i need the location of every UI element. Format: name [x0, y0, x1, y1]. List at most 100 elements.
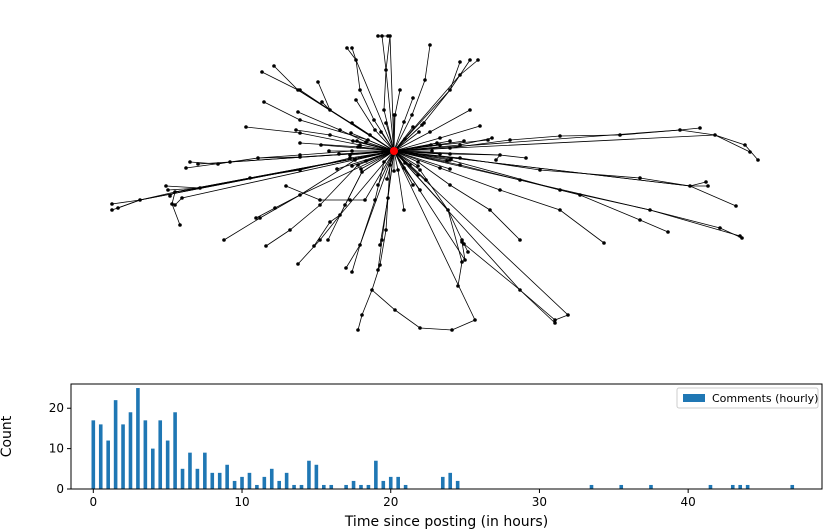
- bar: [98, 424, 103, 489]
- network-node: [428, 130, 432, 134]
- bar: [292, 484, 296, 489]
- bars: [91, 388, 795, 489]
- bar: [359, 484, 363, 489]
- bar: [195, 468, 200, 489]
- network-node: [460, 260, 464, 264]
- network-node: [438, 136, 442, 140]
- network-node: [558, 134, 562, 138]
- bar: [240, 476, 244, 489]
- network-node: [298, 168, 302, 172]
- network-node: [490, 136, 494, 140]
- bar: [649, 484, 653, 489]
- bar: [381, 480, 386, 489]
- bar: [730, 484, 735, 489]
- network-edge: [360, 150, 395, 170]
- bar: [277, 480, 281, 489]
- network-edge: [393, 150, 605, 244]
- network-node: [538, 168, 542, 172]
- bar: [403, 484, 408, 489]
- network-node: [258, 216, 262, 220]
- network-node: [462, 242, 466, 246]
- network-node: [196, 162, 200, 166]
- network-node: [558, 188, 562, 192]
- network-node: [734, 204, 738, 208]
- network-node: [553, 321, 557, 325]
- network-node: [222, 238, 226, 242]
- network-node: [382, 160, 386, 164]
- network-node: [356, 145, 360, 149]
- network-node: [449, 157, 453, 161]
- network-node: [458, 163, 462, 167]
- x-tick-label: 20: [383, 495, 398, 509]
- bar: [262, 476, 267, 489]
- network-nodes: [110, 34, 760, 332]
- network-node: [422, 121, 426, 125]
- network-node: [392, 113, 396, 117]
- legend-frame: [676, 387, 819, 409]
- network-node: [244, 125, 248, 129]
- y-tick-label: 10: [49, 442, 64, 456]
- bar: [329, 484, 334, 489]
- network-edge: [393, 131, 420, 152]
- bar: [247, 472, 252, 489]
- network-edge: [393, 150, 419, 167]
- network-node: [428, 43, 432, 47]
- network-node: [338, 213, 342, 217]
- network-node: [553, 318, 557, 322]
- x-tick-label: 0: [89, 495, 97, 509]
- network-node: [718, 226, 722, 230]
- network-node: [337, 152, 341, 156]
- network-node: [273, 206, 277, 210]
- network-node: [316, 80, 320, 84]
- network-node: [350, 46, 354, 50]
- bar: [210, 472, 215, 489]
- network-node: [385, 177, 389, 181]
- network-node: [448, 183, 452, 187]
- network-node: [312, 244, 316, 248]
- network-node: [418, 168, 422, 172]
- network-node: [618, 133, 622, 137]
- bar: [128, 412, 133, 489]
- network-node: [264, 244, 268, 248]
- network-node: [360, 170, 364, 174]
- network-node: [318, 238, 322, 242]
- network-node: [178, 223, 182, 227]
- network-edge: [356, 140, 395, 152]
- x-axis-ticks: 0 10 20 30 40: [89, 489, 696, 509]
- network-node: [388, 34, 392, 38]
- network-node: [350, 121, 354, 125]
- network-node: [393, 308, 397, 312]
- network-node: [438, 166, 442, 170]
- network-node: [448, 88, 452, 92]
- network-node: [498, 188, 502, 192]
- network-edge: [350, 132, 395, 152]
- network-node: [188, 160, 192, 164]
- bar: [790, 484, 795, 489]
- bar: [121, 424, 125, 489]
- network-node: [350, 270, 354, 274]
- network-node: [284, 184, 288, 188]
- network-edge: [297, 111, 395, 152]
- network-node: [411, 125, 415, 129]
- network-edge: [393, 150, 441, 155]
- network-node: [228, 160, 232, 164]
- network-node: [378, 263, 382, 267]
- network-node: [327, 149, 331, 153]
- network-node: [518, 288, 522, 292]
- network-node: [138, 198, 142, 202]
- network-node: [262, 100, 266, 104]
- network-node: [260, 70, 264, 74]
- network-node: [756, 158, 760, 162]
- network-node: [345, 46, 349, 50]
- network-node: [384, 121, 388, 125]
- x-axis-label: Time since posting (in hours): [344, 514, 548, 530]
- network-node: [450, 328, 454, 332]
- bar: [374, 460, 378, 489]
- network-edge: [351, 122, 395, 152]
- network-node: [355, 139, 359, 143]
- network-node: [376, 34, 380, 38]
- network-node: [566, 313, 570, 317]
- network-node: [364, 159, 368, 163]
- bar: [745, 484, 750, 489]
- network-node: [349, 131, 353, 135]
